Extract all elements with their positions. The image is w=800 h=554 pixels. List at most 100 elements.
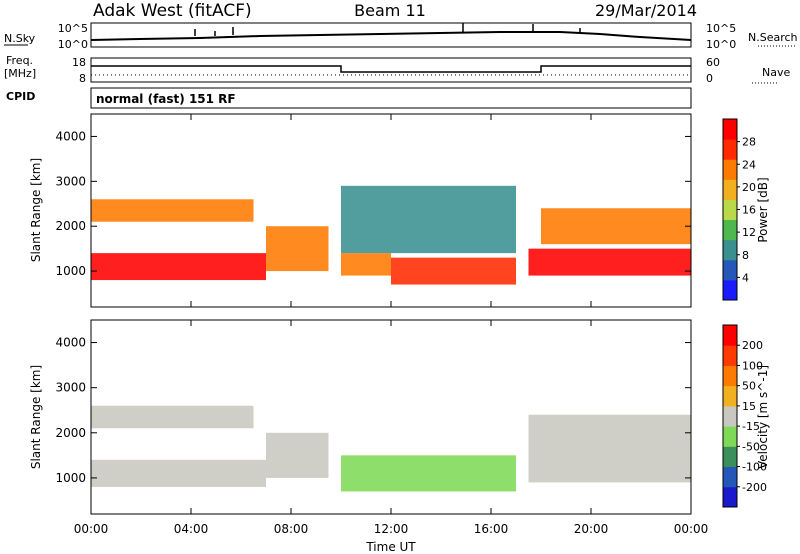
power-colorbar-label: 16: [742, 204, 756, 217]
velocity-colorbar-label: 100: [742, 359, 763, 372]
power-echo-region-6: [528, 248, 691, 276]
power-y-label: Slant Range [km]: [29, 158, 43, 262]
power-ytick-label: 4000: [55, 129, 86, 143]
xtick-label: 00:00: [74, 522, 109, 536]
power-ytick-label: 2000: [55, 219, 86, 233]
noise-left-tick-bottom: 10^0: [58, 38, 88, 51]
velocity-echo-region-1: [266, 432, 329, 478]
power-colorbar-label: 28: [742, 136, 756, 149]
power-colorbar-title: Power [dB]: [756, 177, 770, 242]
power-colorbar-swatch: [723, 259, 737, 281]
velocity-ytick-label: 2000: [55, 426, 86, 440]
velocity-echo-region-0: [91, 459, 266, 487]
velocity-colorbar-label: -15: [742, 420, 760, 433]
power-colorbar-swatch: [723, 219, 737, 241]
power-ytick-label: 1000: [55, 264, 86, 278]
velocity-y-label: Slant Range [km]: [29, 365, 43, 469]
power-panel: 1000 2000 3000 4000 Slant Range [km] 4 8 12 16…: [29, 113, 770, 308]
power-colorbar-label: 24: [742, 158, 756, 171]
power-colorbar-swatch: [723, 179, 737, 200]
velocity-colorbar-label: -50: [742, 440, 760, 453]
power-colorbar-label: 8: [742, 249, 749, 262]
power-echo-region-1: [266, 226, 329, 272]
velocity-echo-region-4: [528, 414, 691, 483]
velocity-echo-region-3: [341, 455, 516, 492]
noise-right-tick-top: 10^5: [706, 22, 736, 35]
x-axis-title: Time UT: [365, 540, 416, 554]
xtick-label: 20:00: [574, 522, 609, 536]
freq-left-tick-bottom: 8: [79, 72, 86, 85]
time-x-axis: 00:00 04:00 08:00 12:00 16:00 20:00 00:00: [74, 114, 709, 536]
velocity-colorbar-swatch: [723, 345, 737, 366]
xtick-label: 12:00: [374, 522, 409, 536]
velocity-colorbar-swatch: [723, 405, 737, 427]
freq-right-label: Nave: [762, 66, 790, 79]
velocity-ytick-label: 4000: [55, 336, 86, 350]
freq-panel: Freq. [MHz] 18 8 60 0 Nave: [4, 54, 790, 85]
velocity-colorbar-title: Velocity [m s^-1]: [756, 365, 770, 469]
velocity-colorbar-label: 50: [742, 380, 756, 393]
power-colorbar-swatch: [723, 239, 737, 261]
power-echo-region-5: [341, 185, 516, 254]
xtick-label: 08:00: [274, 522, 309, 536]
velocity-colorbar: 200 100 50 15 -15 -50 -100 -200: [722, 324, 767, 508]
velocity-colorbar-swatch: [723, 486, 737, 508]
velocity-colorbar-swatch: [723, 466, 737, 488]
velocity-colorbar-swatch: [723, 385, 737, 407]
power-heatmap: [91, 185, 691, 285]
velocity-colorbar-label: 15: [742, 400, 756, 413]
velocity-colorbar-swatch: [723, 426, 737, 447]
power-colorbar-swatch: [723, 199, 737, 221]
noise-right-label: N.Search: [748, 31, 798, 44]
velocity-echo-region-2: [91, 405, 254, 429]
freq-trace: [91, 65, 691, 73]
power-colorbar: 4 8 12 16 20 24 28: [722, 118, 756, 301]
radar-title: Adak West (fitACF): [93, 1, 252, 21]
power-echo-region-3: [341, 253, 391, 276]
freq-left-label-2: [MHz]: [4, 67, 36, 80]
velocity-colorbar-swatch: [723, 446, 737, 468]
date-title: 29/Mar/2014: [595, 1, 697, 20]
cpid-panel: CPID normal (fast) 151 RF: [6, 87, 692, 109]
velocity-heatmap: [91, 405, 691, 492]
velocity-panel: 1000 2000 3000 4000 Slant Range [km] 200 100…: [29, 319, 770, 515]
velocity-colorbar-label: -200: [742, 481, 767, 494]
noise-right-tick-bottom: 10^0: [706, 38, 736, 51]
freq-right-tick-top: 60: [706, 56, 720, 69]
power-ytick-label: 3000: [55, 174, 86, 188]
power-echo-region-4: [391, 257, 516, 285]
freq-left-tick-top: 18: [72, 56, 86, 69]
power-echo-region-0: [91, 253, 266, 281]
noise-panel: N.Sky 10^5 10^0 10^5 10^0 N.Search: [4, 22, 798, 51]
power-echo-region-7: [541, 208, 691, 245]
xtick-label: 04:00: [174, 522, 209, 536]
power-colorbar-swatch: [723, 159, 737, 180]
velocity-colorbar-label: -100: [742, 461, 767, 474]
power-colorbar-label: 4: [742, 271, 749, 284]
velocity-y-axis: 1000 2000 3000 4000: [55, 336, 691, 485]
velocity-colorbar-swatch: [723, 325, 737, 346]
velocity-colorbar-label: 200: [742, 339, 763, 352]
noise-spikes: [194, 23, 581, 36]
velocity-ytick-label: 3000: [55, 381, 86, 395]
power-y-axis: 1000 2000 3000 4000: [55, 129, 691, 278]
power-colorbar-swatch: [723, 119, 737, 140]
power-echo-region-2: [91, 199, 254, 222]
freq-left-label-1: Freq.: [6, 54, 33, 67]
freq-right-tick-bottom: 0: [706, 72, 713, 85]
power-colorbar-swatch: [723, 279, 737, 301]
power-colorbar-label: 20: [742, 181, 756, 194]
power-colorbar-label: 12: [742, 226, 756, 239]
cpid-text: normal (fast) 151 RF: [96, 92, 236, 106]
cpid-label: CPID: [6, 90, 35, 103]
xtick-label: 16:00: [474, 522, 509, 536]
noise-left-tick-top: 10^5: [58, 22, 88, 35]
velocity-colorbar-swatch: [723, 365, 737, 387]
velocity-colorbar-frame: [722, 324, 738, 508]
noise-sky-trace: [90, 31, 692, 41]
power-colorbar-swatch: [723, 139, 737, 160]
beam-title: Beam 11: [354, 1, 426, 20]
xtick-label: 00:00: [674, 522, 709, 536]
noise-left-label: N.Sky: [4, 32, 36, 45]
velocity-ytick-label: 1000: [55, 471, 86, 485]
